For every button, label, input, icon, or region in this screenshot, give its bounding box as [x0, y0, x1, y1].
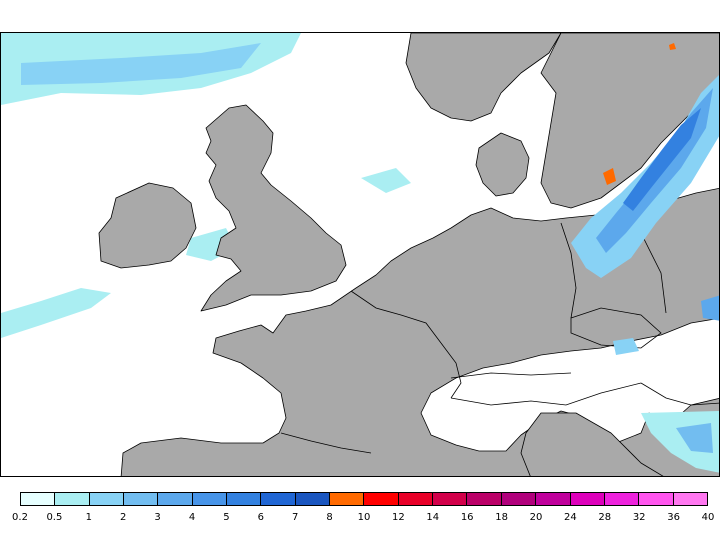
legend-swatch [55, 493, 90, 505]
italy-peninsula-landmass [520, 412, 664, 476]
legend-swatch [364, 493, 399, 505]
great-britain-landmass [200, 104, 347, 312]
border-alps [450, 382, 642, 406]
legend-swatch [192, 493, 228, 505]
legend-tick-label: 24 [564, 512, 577, 523]
legend-tick-label: 4 [188, 512, 196, 523]
border-balkans [640, 382, 719, 406]
legend-swatch [570, 493, 605, 505]
legend-tick-label: 8 [326, 512, 333, 523]
legend-swatch [158, 493, 193, 505]
legend-tick-label: 14 [426, 512, 440, 523]
precip-baltic-band-peak [623, 108, 701, 211]
legend-swatch [501, 493, 537, 505]
precip-north-atlantic-core [21, 43, 261, 85]
legend-swatch [604, 493, 640, 505]
legend-tick-label: 0.2 [12, 512, 28, 523]
continental-europe-landmass [120, 187, 719, 476]
precip-balkans-core [676, 423, 713, 453]
map-canvas [1, 33, 719, 476]
legend-tick-label: 6 [257, 512, 264, 523]
legend-tick-label: 2 [120, 512, 127, 523]
legend-tick-label: 28 [598, 512, 612, 523]
legend-tick-labels: 0.2 0.5 1 2 3 4 5 6 7 8 10 12 14 16 18 20 24 28 32 36 40 [12, 512, 714, 526]
denmark-landmass [475, 132, 530, 197]
border-poland [640, 232, 667, 314]
legend-swatch [433, 493, 468, 505]
border-czechia [570, 307, 662, 349]
legend-tick-label: 16 [460, 512, 474, 523]
ireland-landmass [98, 182, 197, 269]
legend-swatch [21, 493, 56, 505]
legend-swatch [124, 493, 159, 505]
precipitation-color-legend [20, 492, 708, 506]
legend-tick-label: 40 [701, 512, 715, 523]
legend-tick-label: 0.5 [46, 512, 63, 523]
legend-swatch [295, 493, 331, 505]
map-panel [0, 32, 720, 477]
legend-swatch [330, 493, 365, 505]
legend-tick-label: 3 [154, 512, 161, 523]
norway-landmass [405, 33, 562, 122]
legend-swatch [467, 493, 502, 505]
legend-tick-label: 10 [357, 512, 371, 523]
precip-layer-land [571, 43, 719, 473]
legend-tick-label: 18 [495, 512, 508, 523]
legend-swatch [639, 493, 674, 505]
border-germany-east [560, 222, 577, 319]
legend-swatch [89, 493, 125, 505]
borders-layer [280, 222, 719, 454]
border-france-germany [440, 342, 462, 399]
precip-austria [613, 338, 639, 355]
legend-tick-label: 20 [529, 512, 543, 523]
legend-tick-label: 36 [667, 512, 680, 523]
legend-tick-label: 7 [292, 512, 299, 523]
precip-east-edge [701, 295, 719, 321]
legend-swatch [673, 493, 707, 505]
precip-north-max-cell [669, 43, 676, 50]
legend-tick-label: 1 [85, 512, 92, 523]
border-france-spain [280, 432, 372, 454]
legend-tick-label: 5 [223, 512, 230, 523]
precip-atlantic-band [1, 288, 111, 338]
legend-swatch [227, 493, 262, 505]
legend-swatch [536, 493, 571, 505]
legend-swatch [261, 493, 296, 505]
precip-north-sea [361, 168, 411, 193]
land-layer [98, 33, 719, 476]
border-france-benelux [350, 290, 442, 344]
legend-tick-label: 12 [392, 512, 405, 523]
precip-max-cell [603, 168, 616, 185]
legend-tick-label: 32 [632, 512, 646, 523]
legend-swatch [398, 493, 434, 505]
border-germany-south [450, 372, 572, 379]
